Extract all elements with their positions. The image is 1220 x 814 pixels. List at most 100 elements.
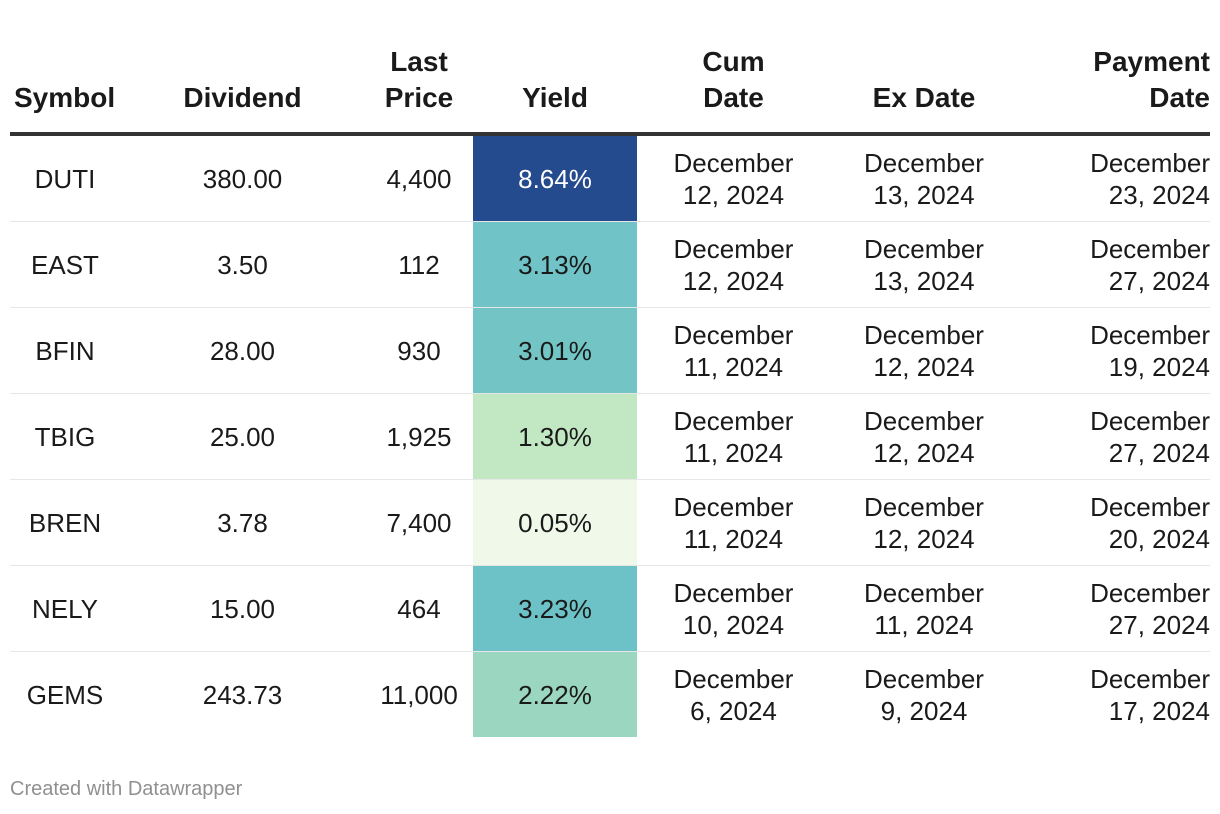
date-line: 13, 2024 (873, 265, 975, 296)
date-line: December (673, 147, 794, 178)
date-line: 12, 2024 (682, 179, 785, 210)
date-line: 27, 2024 (1108, 265, 1210, 296)
header-line: Payment (1093, 46, 1210, 77)
date-line: December (673, 233, 794, 264)
last-price-cell: 464 (365, 565, 473, 652)
date-line: 17, 2024 (1108, 695, 1210, 726)
date-line: 12, 2024 (682, 265, 785, 296)
date-line: 11, 2024 (874, 609, 974, 640)
payment-date-cell: December 20, 2024 (1018, 479, 1210, 566)
payment-date-cell: December 23, 2024 (1018, 134, 1210, 222)
dividend-table-container: Symbol Dividend Last Price Yield Cum Dat… (10, 40, 1210, 737)
date-line: 11, 2024 (683, 437, 784, 468)
last-price-cell: 112 (365, 221, 473, 308)
date-line: 19, 2024 (1108, 351, 1210, 382)
header-line: Date (1149, 82, 1210, 113)
last-price-cell: 11,000 (380, 679, 458, 710)
last-price-cell: 930 (365, 307, 473, 394)
payment-date-cell: December 17, 2024 (1018, 652, 1210, 738)
date-line: 12, 2024 (873, 351, 975, 382)
date-line: 27, 2024 (1108, 609, 1210, 640)
cum-date-cell: December 11, 2024 (637, 307, 830, 394)
date-line: December (864, 405, 984, 436)
date-line: December (1090, 663, 1210, 694)
header-symbol: Symbol (10, 40, 120, 136)
date-line: December (1090, 319, 1210, 350)
date-line: 27, 2024 (1108, 437, 1210, 468)
header-ex-date: Ex Date (830, 40, 1018, 136)
header-line: Price (384, 82, 454, 113)
yield-cell: 8.64% (473, 134, 637, 222)
date-line: 12, 2024 (873, 523, 975, 554)
ex-date-cell: December 13, 2024 (830, 134, 1018, 222)
payment-date-cell: December 27, 2024 (1018, 565, 1210, 652)
dividend-cell: 380.00 (120, 134, 365, 222)
header-line: Date (703, 82, 764, 113)
yield-cell: 1.30% (473, 393, 637, 480)
yield-cell: 3.23% (473, 565, 637, 652)
date-line: December (864, 491, 984, 522)
table-header-row: Symbol Dividend Last Price Yield Cum Dat… (10, 40, 1210, 136)
date-line: December (1090, 405, 1210, 436)
dividend-cell: 15.00 (120, 565, 365, 652)
date-line: 12, 2024 (873, 437, 975, 468)
header-line: Yield (522, 82, 588, 113)
date-line: December (864, 233, 984, 264)
last-price-cell: 1,925 (365, 393, 473, 480)
date-line: December (673, 405, 794, 436)
dividend-cell: 3.78 (120, 479, 365, 566)
dividend-cell: 3.50 (120, 221, 365, 308)
header-yield: Yield (473, 40, 637, 136)
date-line: December (673, 577, 794, 608)
cum-date-cell: December 12, 2024 (637, 134, 830, 222)
table-row: EAST 3.50 112 3.13% December 12, 2024 December… (10, 221, 1210, 308)
payment-date-cell: December 27, 2024 (1018, 221, 1210, 308)
symbol-cell: TBIG (10, 393, 120, 480)
header-payment-date: Payment Date (1018, 40, 1210, 136)
ex-date-cell: December 12, 2024 (830, 479, 1018, 566)
payment-date-cell: December 19, 2024 (1018, 307, 1210, 394)
date-line: 6, 2024 (690, 695, 777, 726)
ex-date-cell: December 12, 2024 (830, 393, 1018, 480)
date-line: 13, 2024 (873, 179, 975, 210)
date-line: December (864, 319, 984, 350)
datawrapper-credit: Created with Datawrapper (10, 778, 243, 800)
date-line: December (1090, 491, 1210, 522)
symbol-cell: DUTI (10, 134, 120, 222)
payment-date-cell: December 27, 2024 (1018, 393, 1210, 480)
cum-date-cell: December 6, 2024 (637, 652, 830, 738)
date-line: December (673, 491, 794, 522)
header-line: Ex Date (872, 82, 976, 113)
date-line: December (673, 663, 794, 694)
date-line: December (673, 319, 794, 350)
table-row: BREN 3.78 7,400 0.05% December 11, 2024 Decemb… (10, 479, 1210, 566)
cum-date-cell: December 11, 2024 (637, 479, 830, 566)
cum-date-cell: December 10, 2024 (637, 565, 830, 652)
date-line: 23, 2024 (1108, 179, 1210, 210)
yield-cell: 3.13% (473, 221, 637, 308)
symbol-cell: NELY (10, 565, 120, 652)
table-row: TBIG 25.00 1,925 1.30% December 11, 2024 Decem… (10, 393, 1210, 480)
date-line: 10, 2024 (682, 609, 785, 640)
cum-date-cell: December 11, 2024 (637, 393, 830, 480)
header-line: Dividend (183, 82, 302, 113)
ex-date-cell: December 12, 2024 (830, 307, 1018, 394)
header-dividend: Dividend (120, 40, 365, 136)
symbol-cell: EAST (10, 221, 120, 308)
date-line: December (1090, 147, 1210, 178)
date-line: December (864, 147, 984, 178)
table-row: DUTI 380.00 4,400 8.64% December 12, 2024 Dece… (10, 134, 1210, 222)
ex-date-cell: December 11, 2024 (830, 565, 1018, 652)
header-last-price: Last Price (365, 40, 473, 136)
header-line: Last (390, 46, 448, 77)
header-cum-date: Cum Date (637, 40, 830, 136)
date-line: 11, 2024 (683, 351, 784, 382)
symbol-cell: GEMS (26, 679, 104, 710)
symbol-cell: BREN (10, 479, 120, 566)
date-line: December (864, 663, 984, 694)
cum-date-cell: December 12, 2024 (637, 221, 830, 308)
header-line: Cum (702, 46, 765, 77)
last-price-cell: 4,400 (365, 134, 473, 222)
date-line: December (864, 577, 984, 608)
yield-cell: 2.22% (473, 651, 637, 737)
